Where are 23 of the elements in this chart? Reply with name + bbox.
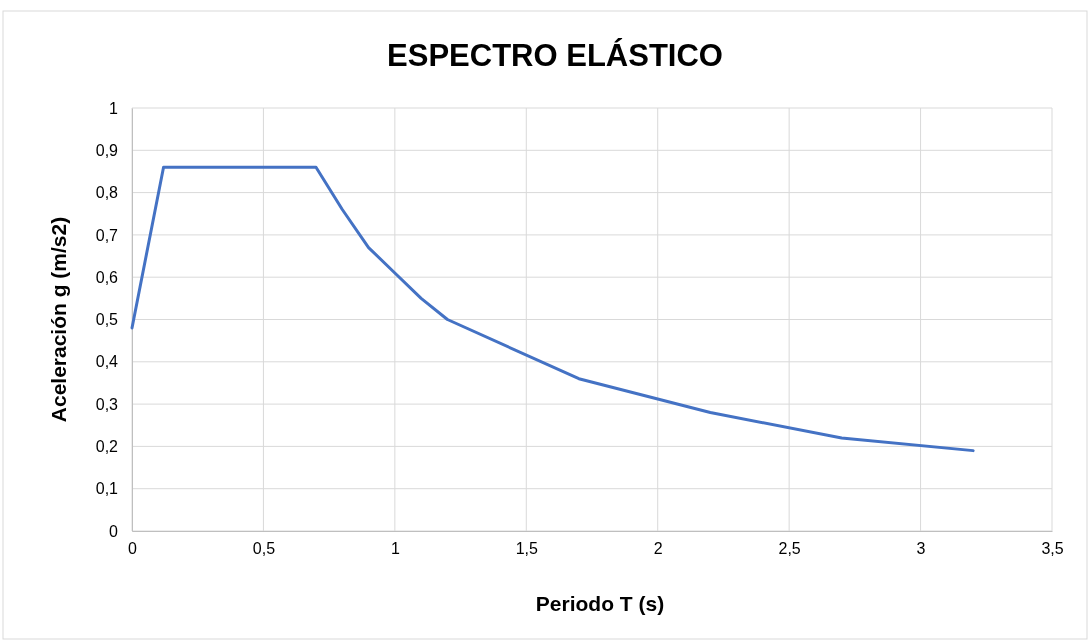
x-tick-label: 2 [653, 540, 663, 558]
y-tick-label: 0,8 [95, 184, 119, 202]
y-tick-label: 1 [109, 99, 119, 117]
y-tick-label: 0,1 [95, 480, 119, 498]
y-tick-label: 0 [109, 522, 119, 540]
y-tick-label: 0,7 [95, 226, 119, 244]
y-axis-title: Aceleración g (m/s2) [47, 216, 70, 423]
y-tick-label: 0,2 [95, 438, 119, 456]
y-tick-label: 0,4 [95, 353, 119, 371]
x-tick-label: 2,5 [778, 540, 801, 558]
x-tick-label: 1 [390, 540, 400, 558]
x-tick-label: 0,5 [252, 540, 276, 558]
x-tick-label: 3 [916, 540, 926, 558]
x-tick-label: 0 [128, 540, 138, 558]
y-tick-label: 0,6 [95, 268, 119, 286]
x-axis-title: Periodo T (s) [535, 592, 665, 615]
y-tick-label: 0,5 [95, 311, 119, 329]
x-tick-label: 1,5 [515, 540, 538, 558]
y-tick-label: 0,3 [95, 395, 119, 413]
y-tick-label: 0,9 [95, 141, 119, 159]
chart-title: ESPECTRO ELÁSTICO [387, 38, 723, 73]
line-series [130, 165, 975, 453]
x-tick-label: 3,5 [1041, 540, 1064, 558]
